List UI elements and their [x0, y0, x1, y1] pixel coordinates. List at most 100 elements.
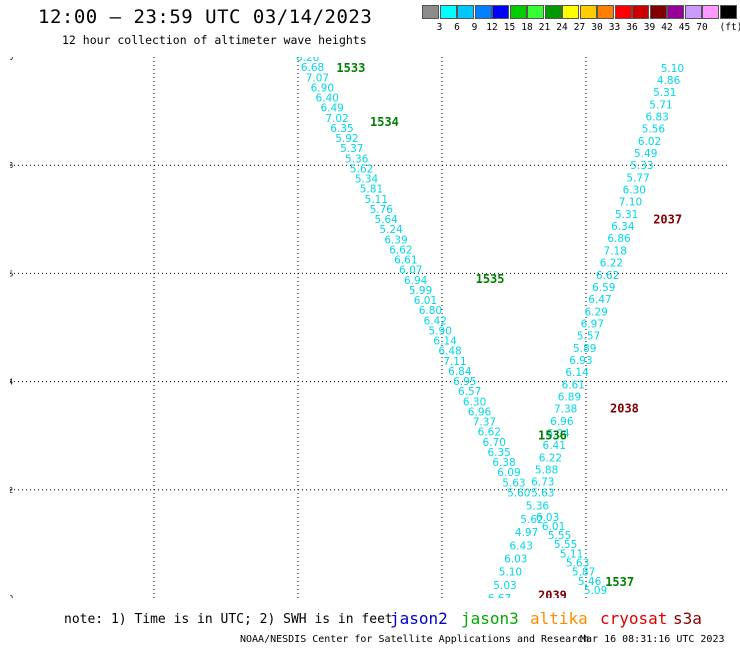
wave-height-value: 6.43 — [510, 540, 533, 552]
wave-height-value: 6.48 — [438, 346, 461, 358]
wave-height-value: 6.01 — [414, 295, 437, 307]
wave-height-value: 6.35 — [330, 123, 353, 135]
wave-height-value: 5.09 — [584, 585, 607, 597]
legend-label: 33 — [608, 22, 621, 33]
wave-height-value: 5.03 — [493, 580, 516, 592]
wave-height-value: 5.36 — [526, 501, 550, 513]
wave-height-value: 5.49 — [634, 148, 657, 160]
wave-height-value: 5.57 — [577, 331, 600, 343]
legend-swatch — [439, 5, 457, 19]
wave-height-value: 6.01 — [542, 521, 565, 533]
legend-label: 42 — [661, 22, 673, 33]
wave-height-value: 7.18 — [604, 245, 627, 257]
legend-swatch — [562, 5, 579, 19]
wave-height-value: 6.02 — [638, 136, 661, 148]
wave-height-value: 6.03 — [504, 553, 527, 565]
wave-height-value: 6.89 — [558, 391, 581, 403]
wave-height-value: 5.46 — [578, 576, 602, 588]
wave-height-value: 6.61 — [394, 255, 417, 267]
wave-height-value: 5.60 — [507, 488, 530, 500]
satellite-label-cryosat: cryosat — [600, 609, 668, 628]
legend-label: 36 — [626, 22, 638, 33]
wave-height-value: 5.87 — [572, 567, 595, 579]
note-text: note: 1) Time is in UTC; 2) SWH is in fe… — [64, 612, 393, 627]
legend-swatch — [457, 5, 474, 19]
legend-label: 27 — [573, 22, 586, 33]
wave-height-value: 6.68 — [301, 62, 324, 74]
legend-swatch — [474, 5, 492, 19]
wave-height-value: 6.67 — [488, 593, 511, 598]
wave-height-value: 6.70 — [483, 437, 506, 449]
wave-height-value: 7.37 — [473, 417, 496, 429]
legend-label: 15 — [503, 22, 516, 33]
lat-tick-label: 40 — [10, 57, 13, 62]
wave-height-value: 5.90 — [429, 325, 452, 337]
wave-height-value: 6.57 — [458, 386, 481, 398]
wave-height-value: 5.37 — [340, 143, 363, 155]
wave-height-value: 6.61 — [562, 379, 585, 391]
legend-label: 3 — [436, 22, 443, 33]
wave-height-value: 6.07 — [399, 265, 422, 277]
legend-label: 9 — [471, 22, 478, 33]
page-title: 12:00 — 23:59 UTC 03/14/2023 — [38, 6, 373, 28]
wave-height-value: 6.40 — [316, 93, 339, 105]
wave-height-value: 6.38 — [492, 457, 515, 469]
wave-height-value: 5.10 — [499, 567, 522, 579]
wave-height-value: 6.47 — [588, 294, 611, 306]
wave-height-value: 6.97 — [581, 318, 604, 330]
lat-tick-label: 34 — [10, 378, 13, 387]
wave-height-value: 5.92 — [335, 133, 358, 145]
legend-swatch — [649, 5, 667, 19]
wave-height-value: 5.81 — [360, 184, 383, 196]
wave-height-value: 6.30 — [463, 396, 486, 408]
legend-label: 30 — [591, 22, 603, 33]
wave-height-value: 5.33 — [630, 160, 653, 172]
legend-unit: (ft) — [719, 22, 740, 33]
wave-height-value: 6.62 — [478, 427, 501, 439]
pass-time-label: 1535 — [476, 272, 505, 286]
legend-label: 6 — [454, 22, 460, 33]
wave-height-value: 6.93 — [569, 355, 592, 367]
wave-height-value: 5.31 — [615, 209, 638, 221]
wave-height-value: 6.29 — [584, 306, 607, 318]
wave-height-value: 5.31 — [653, 87, 676, 99]
wave-height-value: 5.11 — [560, 548, 583, 560]
legend-swatch — [544, 5, 562, 19]
satellite-label-jason3: jason3 — [461, 609, 519, 628]
legend-swatch — [684, 5, 702, 19]
wave-height-value: 5.10 — [661, 63, 684, 75]
wave-height-value: 5.71 — [649, 99, 672, 111]
wave-height-value: 6.03 — [536, 512, 559, 524]
wave-height-value: 6.95 — [453, 376, 476, 388]
satellite-label-jason2: jason2 — [390, 609, 448, 628]
legend-swatch — [719, 5, 737, 19]
credit-text: NOAA/NESDIS Center for Satellite Applica… — [240, 634, 590, 645]
wave-height-value: 6.59 — [592, 282, 615, 294]
wave-height-map: 303234363840-165-162-159-156-153-1506.26… — [10, 57, 730, 598]
legend-swatch — [422, 5, 439, 19]
legend-label: 18 — [521, 22, 533, 33]
wave-height-value: 6.62 — [389, 244, 412, 256]
legend-label: 24 — [556, 22, 568, 33]
wave-height-value: 6.04 — [546, 428, 570, 440]
pass-time-label: 2039 — [538, 588, 567, 598]
lat-tick-label: 36 — [10, 269, 13, 278]
wave-height-value: 5.34 — [355, 174, 379, 186]
wave-height-value: 4.97 — [515, 527, 538, 539]
wave-height-value: 6.35 — [487, 447, 510, 459]
pass-time-label: 1537 — [605, 575, 634, 589]
wave-height-value: 5.55 — [548, 530, 571, 542]
wave-height-value: 5.56 — [642, 124, 666, 136]
wave-height-value: 7.10 — [619, 197, 642, 209]
legend-swatch — [614, 5, 632, 19]
wave-height-value: 6.34 — [611, 221, 635, 233]
legend-label: 70 — [696, 22, 708, 33]
wave-height-value: 6.09 — [497, 467, 520, 479]
wave-height-value: 5.11 — [365, 194, 388, 206]
wave-height-value: 6.80 — [419, 305, 442, 317]
satellite-label-s3a: s3a — [673, 609, 702, 628]
legend-label: 45 — [678, 22, 691, 33]
pass-time-label: 2038 — [610, 402, 639, 416]
wave-height-value: 6.22 — [539, 452, 562, 464]
wave-height-value: 5.88 — [535, 465, 558, 477]
